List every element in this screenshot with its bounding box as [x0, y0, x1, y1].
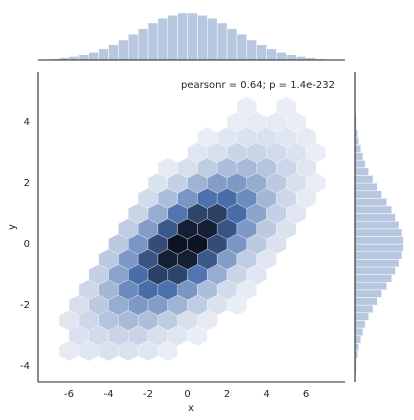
histogram-bar — [354, 259, 400, 268]
histogram-bar — [354, 289, 382, 298]
y-tick-label: -4 — [20, 361, 30, 372]
histogram-bar — [354, 274, 393, 283]
histogram-bar — [354, 304, 374, 313]
histogram-bar — [354, 167, 369, 176]
histogram-bar — [98, 48, 109, 61]
histogram-bar — [354, 144, 362, 153]
histogram-bar — [197, 15, 208, 61]
y-tick-label: 4 — [24, 117, 30, 128]
histogram-bar — [78, 54, 90, 61]
histogram-bar — [354, 236, 404, 245]
histogram-bar — [354, 327, 364, 336]
annotation: pearsonr = 0.64; p = 1.4e-232 — [181, 80, 335, 91]
x-tick-label: 4 — [263, 389, 269, 400]
x-tick-label: 0 — [184, 389, 190, 400]
histogram-bar — [177, 12, 188, 61]
x-tick-label: -2 — [143, 389, 153, 400]
histogram-bar — [256, 44, 267, 61]
histogram-bar — [246, 39, 257, 61]
histogram-bar — [236, 33, 248, 61]
y-tick-label: -2 — [20, 300, 30, 311]
histogram-bar — [354, 243, 404, 252]
histogram-bar — [354, 198, 388, 207]
x-axis-label: x — [188, 403, 194, 414]
histogram-bar — [354, 312, 369, 321]
histogram-bar — [354, 251, 403, 260]
histogram-bar — [286, 54, 297, 61]
histogram-bar — [226, 28, 238, 61]
histogram-bar — [354, 175, 374, 184]
histogram-bar — [354, 297, 378, 306]
histogram-bar — [266, 48, 277, 61]
histogram-bar — [354, 213, 396, 222]
hexbin — [236, 96, 257, 118]
x-tick-label: -6 — [64, 389, 74, 400]
histogram-bar — [118, 39, 129, 61]
histogram-bar — [108, 44, 119, 61]
histogram-bar — [137, 28, 149, 61]
y-axis-label: y — [7, 224, 18, 230]
histogram-bar — [354, 205, 393, 214]
histogram-bar — [147, 22, 159, 61]
histogram-bar — [354, 281, 388, 291]
histogram-bar — [187, 12, 198, 61]
histogram-bar — [216, 22, 228, 61]
histogram-bar — [128, 33, 139, 61]
histogram-bar — [354, 182, 378, 191]
histogram-bar — [354, 228, 403, 237]
histogram-bar — [354, 152, 364, 161]
y-tick-label: 0 — [24, 239, 30, 250]
x-tick-label: 2 — [224, 389, 230, 400]
histogram-bar — [354, 335, 362, 344]
histogram-bar — [276, 52, 287, 61]
histogram-bar — [354, 159, 366, 169]
y-tick-label: 2 — [24, 178, 30, 189]
histogram-bar — [207, 17, 218, 61]
hexbin — [276, 96, 297, 118]
histogram-bar — [354, 220, 400, 230]
histogram-bar — [157, 17, 169, 61]
histogram-bar — [354, 266, 396, 275]
x-tick-label: -4 — [104, 389, 114, 400]
histogram-bar — [354, 320, 366, 329]
x-tick-label: 6 — [303, 389, 309, 400]
histogram-bar — [88, 52, 99, 61]
histogram-bar — [354, 190, 382, 199]
histogram-bar — [167, 15, 178, 61]
